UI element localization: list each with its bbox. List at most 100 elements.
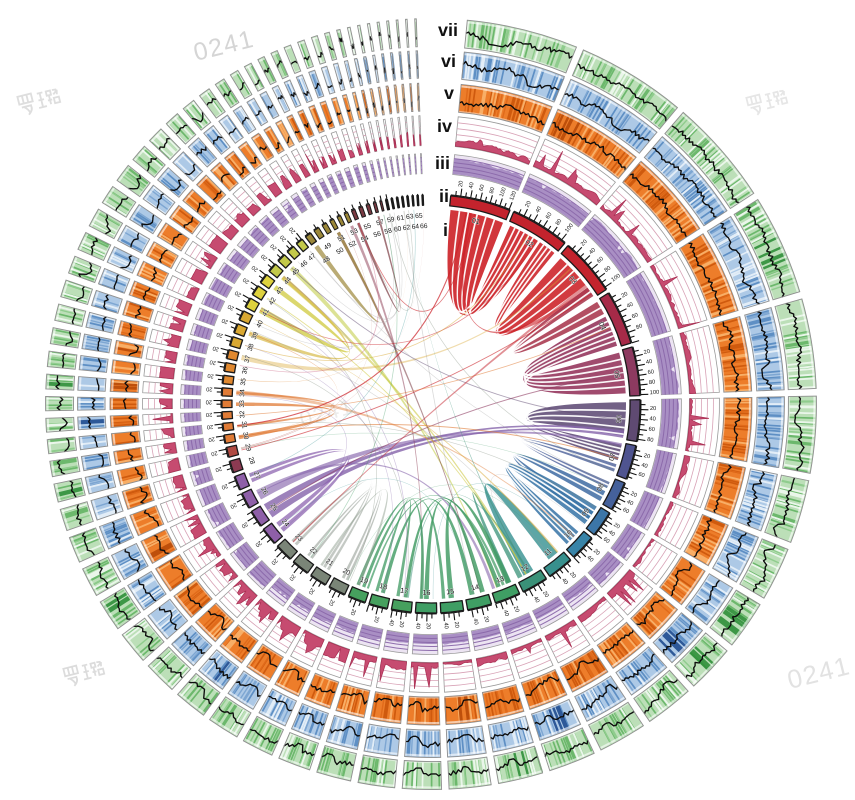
svg-text:50: 50 bbox=[335, 246, 345, 256]
svg-text:i: i bbox=[443, 220, 448, 240]
svg-text:39: 39 bbox=[251, 331, 260, 341]
svg-text:19: 19 bbox=[359, 575, 370, 586]
svg-text:20: 20 bbox=[327, 598, 335, 606]
svg-text:34: 34 bbox=[239, 389, 246, 397]
svg-text:20: 20 bbox=[289, 226, 298, 235]
svg-text:vii: vii bbox=[438, 20, 458, 40]
svg-text:20: 20 bbox=[216, 331, 224, 339]
svg-text:20: 20 bbox=[643, 349, 651, 356]
svg-text:20: 20 bbox=[568, 571, 577, 580]
svg-text:iii: iii bbox=[435, 153, 450, 173]
svg-text:20: 20 bbox=[425, 623, 431, 629]
svg-text:40: 40 bbox=[502, 609, 510, 617]
svg-text:40: 40 bbox=[442, 622, 448, 629]
svg-text:65: 65 bbox=[415, 213, 423, 220]
svg-text:40: 40 bbox=[626, 302, 634, 310]
svg-text:60: 60 bbox=[602, 536, 611, 545]
svg-text:51: 51 bbox=[337, 234, 347, 244]
svg-text:26: 26 bbox=[259, 486, 269, 496]
svg-text:80: 80 bbox=[647, 437, 654, 444]
svg-text:20: 20 bbox=[372, 615, 379, 623]
svg-text:62: 62 bbox=[402, 224, 411, 232]
svg-text:20: 20 bbox=[643, 453, 651, 460]
svg-text:20: 20 bbox=[650, 406, 656, 412]
svg-text:01: 01 bbox=[471, 216, 481, 227]
svg-text:40: 40 bbox=[560, 577, 569, 586]
svg-text:40: 40 bbox=[626, 499, 634, 507]
svg-text:100: 100 bbox=[610, 273, 621, 283]
svg-text:40: 40 bbox=[607, 529, 616, 538]
svg-text:59: 59 bbox=[387, 216, 396, 224]
svg-text:20: 20 bbox=[612, 522, 621, 531]
svg-text:22: 22 bbox=[308, 546, 318, 556]
svg-text:20: 20 bbox=[541, 590, 549, 599]
svg-text:63: 63 bbox=[406, 213, 414, 221]
svg-text:28: 28 bbox=[247, 456, 256, 465]
svg-text:58: 58 bbox=[384, 227, 393, 236]
svg-text:21: 21 bbox=[324, 558, 334, 568]
svg-text:60: 60 bbox=[621, 507, 629, 515]
svg-text:100: 100 bbox=[499, 187, 508, 198]
svg-text:48: 48 bbox=[322, 255, 332, 265]
svg-text:45: 45 bbox=[291, 267, 301, 277]
svg-text:14: 14 bbox=[470, 582, 480, 593]
svg-text:60: 60 bbox=[647, 369, 654, 376]
svg-text:20: 20 bbox=[206, 398, 212, 404]
svg-text:20: 20 bbox=[212, 344, 220, 351]
svg-text:60: 60 bbox=[631, 312, 639, 320]
svg-text:20: 20 bbox=[512, 605, 520, 613]
svg-text:40: 40 bbox=[535, 206, 543, 214]
svg-text:36: 36 bbox=[241, 366, 249, 375]
svg-text:60: 60 bbox=[393, 225, 402, 233]
svg-text:20: 20 bbox=[621, 291, 629, 299]
svg-text:40: 40 bbox=[468, 182, 475, 189]
svg-text:16: 16 bbox=[422, 588, 430, 597]
svg-text:32: 32 bbox=[239, 410, 246, 418]
svg-text:61: 61 bbox=[396, 214, 405, 222]
svg-text:20: 20 bbox=[240, 520, 249, 528]
svg-text:04: 04 bbox=[597, 320, 609, 331]
svg-text:47: 47 bbox=[307, 252, 317, 262]
svg-text:20: 20 bbox=[279, 234, 288, 243]
svg-text:60: 60 bbox=[648, 427, 655, 434]
svg-text:06: 06 bbox=[614, 415, 624, 424]
svg-text:v: v bbox=[444, 83, 454, 103]
svg-text:100: 100 bbox=[650, 390, 660, 396]
svg-text:20: 20 bbox=[592, 548, 601, 557]
svg-text:20: 20 bbox=[209, 358, 216, 365]
svg-text:20: 20 bbox=[580, 239, 589, 248]
svg-text:80: 80 bbox=[489, 187, 497, 195]
svg-text:20: 20 bbox=[629, 491, 637, 499]
svg-text:40: 40 bbox=[414, 622, 420, 629]
svg-text:55: 55 bbox=[363, 222, 373, 231]
svg-text:20: 20 bbox=[242, 276, 251, 285]
svg-text:40: 40 bbox=[588, 247, 597, 256]
svg-text:80: 80 bbox=[649, 380, 656, 387]
svg-text:41: 41 bbox=[261, 308, 271, 318]
svg-text:40: 40 bbox=[646, 359, 653, 366]
svg-text:13: 13 bbox=[495, 574, 506, 585]
svg-text:20: 20 bbox=[254, 539, 263, 548]
svg-text:17: 17 bbox=[400, 586, 409, 596]
svg-text:80: 80 bbox=[555, 218, 564, 227]
svg-text:64: 64 bbox=[411, 223, 419, 231]
svg-text:20: 20 bbox=[525, 200, 533, 208]
svg-text:40: 40 bbox=[255, 319, 265, 329]
svg-text:20: 20 bbox=[260, 252, 269, 261]
svg-text:20: 20 bbox=[398, 621, 405, 628]
svg-text:120: 120 bbox=[509, 190, 518, 201]
svg-text:27: 27 bbox=[252, 471, 261, 481]
svg-text:31: 31 bbox=[240, 421, 248, 429]
svg-text:40: 40 bbox=[472, 618, 479, 625]
svg-text:46: 46 bbox=[299, 259, 309, 269]
svg-text:20: 20 bbox=[221, 317, 229, 325]
svg-text:23: 23 bbox=[293, 533, 303, 543]
svg-text:100: 100 bbox=[564, 223, 575, 234]
svg-text:25: 25 bbox=[268, 502, 278, 512]
svg-text:56: 56 bbox=[373, 230, 382, 239]
svg-text:40: 40 bbox=[649, 416, 656, 422]
svg-text:38: 38 bbox=[247, 343, 256, 352]
svg-text:33: 33 bbox=[239, 400, 246, 408]
svg-text:20: 20 bbox=[220, 482, 228, 490]
svg-text:60: 60 bbox=[596, 256, 605, 265]
